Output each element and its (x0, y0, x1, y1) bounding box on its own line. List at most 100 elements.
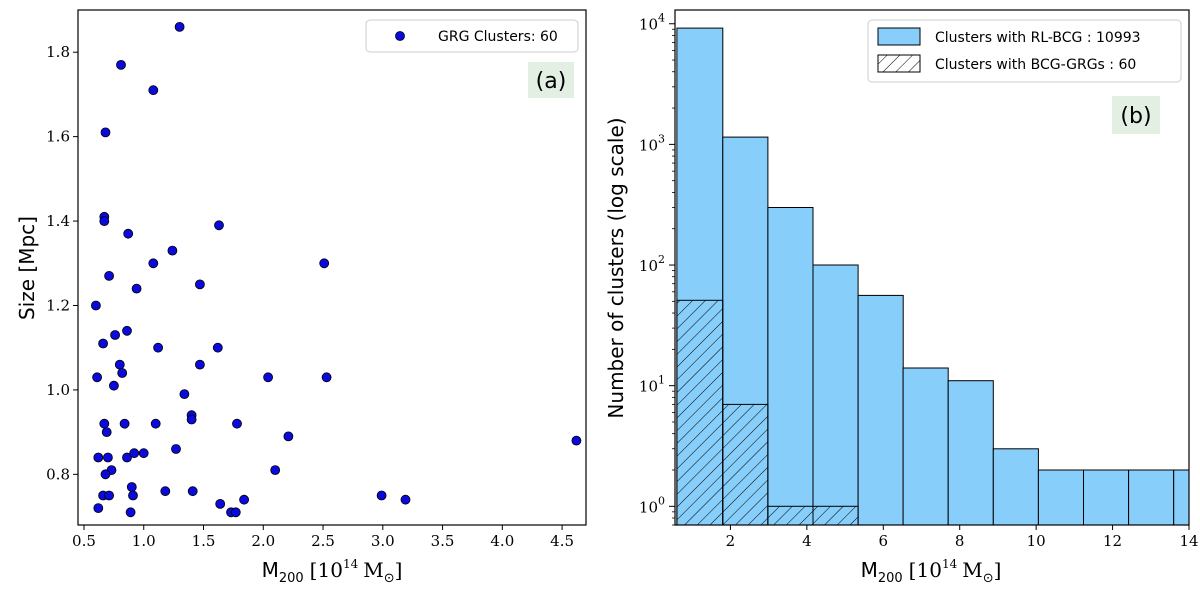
x-tick-label: 14 (1179, 532, 1198, 550)
x-tick-label: 0.5 (72, 532, 96, 550)
scatter-point (283, 431, 294, 442)
panel-a-y-ticks: 0.8 1.0 1.2 1.4 1.6 1.8 (46, 43, 78, 483)
y-tick-label: 104 (639, 12, 665, 34)
scatter-point (186, 414, 197, 425)
scatter-point (104, 270, 114, 281)
histogram-bar-rl-bcg (1037, 469, 1085, 526)
scatter-point (214, 220, 224, 231)
scatter-point (98, 338, 108, 349)
scatter-point (153, 342, 164, 353)
scatter-point (239, 494, 250, 505)
y-tick-label: 1.2 (46, 296, 70, 314)
x-tick-label: 2 (726, 532, 736, 550)
panel-b-legend-swatch-bcg-grg (877, 54, 921, 73)
scatter-point (117, 368, 128, 378)
panel-b-y-ticks: 100 101 102 103 104 (639, 12, 675, 526)
panel-b-tag-label: (b) (1120, 104, 1151, 129)
histogram-bar-rl-bcg (812, 264, 859, 526)
scatter-point (150, 418, 161, 429)
panel-a-x-ticks: 0.5 1.0 1.5 2.0 2.5 3.0 3.5 4.0 4.5 (72, 525, 574, 550)
x-tick-label: 6 (879, 532, 889, 550)
histogram-bar-rl-bcg (1083, 469, 1130, 526)
panel-a-legend-marker (395, 31, 405, 41)
scatter-point (194, 279, 205, 290)
scatter-point (99, 418, 110, 429)
scatter-point (171, 444, 181, 454)
y-tick-label: 1.4 (46, 212, 70, 230)
scatter-point (114, 359, 125, 370)
panel-b-legend-label-rl-bcg: Clusters with RL-BCG : 10993 (935, 30, 1141, 46)
scatter-point (129, 448, 140, 459)
scatter-point (174, 21, 185, 32)
scatter-point (93, 503, 104, 514)
panel-b-x-ticks: 2 4 6 8 10 12 14 (726, 525, 1199, 550)
panel-a-y-axis-label: Size [Mpc] (15, 216, 39, 320)
histogram-bar-rl-bcg (767, 207, 814, 526)
x-label-sub: 200 (878, 571, 903, 586)
panel-b-legend: Clusters with RL-BCG : 10993 Clusters wi… (867, 19, 1182, 83)
x-tick-label: 2.0 (251, 532, 275, 550)
scatter-point (128, 490, 138, 501)
scatter-point (116, 60, 126, 70)
panel-b-axes-frame (674, 9, 1190, 526)
panel-a-tag-label: (a) (536, 69, 567, 94)
scatter-point (148, 258, 159, 269)
histogram-bar-bcg-grg (767, 505, 814, 526)
histogram-bar-rl-bcg (992, 448, 1039, 526)
histogram-bar-rl-bcg (1173, 469, 1190, 526)
scatter-point (123, 228, 134, 239)
y-tick-label: 1.6 (46, 128, 70, 146)
scatter-point (122, 325, 132, 336)
scatter-point (126, 482, 137, 492)
scatter-point (376, 490, 387, 501)
scatter-point (270, 465, 281, 476)
x-label-unit: [10 (310, 558, 343, 582)
panel-b-histogram: 2 4 6 8 10 12 14 100 101 102 103 104 Clusters with… (604, 9, 1199, 586)
x-tick-label: 12 (1103, 532, 1122, 550)
scatter-point (100, 469, 111, 480)
scatter-point (103, 452, 113, 463)
scatter-point (321, 372, 332, 383)
x-tick-label: 10 (1027, 532, 1046, 550)
x-label-unit: [10 (909, 558, 942, 582)
panel-a-legend-box (365, 19, 579, 53)
panel-a-legend: GRG Clusters: 60 (365, 19, 579, 53)
x-label-sun: ⊙ (983, 571, 994, 586)
panel-a-tag-box (528, 62, 574, 98)
x-tick-label: 2.5 (311, 532, 335, 550)
y-tick-label: 0.8 (46, 465, 70, 483)
y-tick-label: 1.8 (46, 43, 70, 61)
histogram-bar-rl-bcg (902, 367, 949, 526)
panel-b-bcg-grg-bars (676, 299, 859, 526)
scatter-point (212, 342, 223, 353)
scatter-point (160, 486, 171, 497)
histogram-bar-bcg-grg (812, 505, 859, 526)
y-tick-label: 103 (639, 132, 665, 154)
scatter-point (194, 359, 205, 370)
scatter-point (99, 216, 110, 227)
histogram-bar-rl-bcg (857, 294, 904, 526)
x-tick-label: 8 (955, 532, 965, 550)
scatter-point (100, 127, 111, 138)
x-label-sub: 200 (279, 571, 304, 586)
panel-b-tag-box (1112, 96, 1160, 134)
histogram-bar-bcg-grg (722, 403, 769, 526)
x-label-close: ] (395, 558, 403, 582)
scatter-point (104, 490, 114, 501)
x-tick-label: 1.0 (132, 532, 156, 550)
x-label-exp: 14 (942, 557, 958, 571)
scatter-point (138, 448, 149, 459)
scatter-point (232, 418, 242, 429)
scatter-point (215, 498, 226, 509)
panel-a-x-axis-label: M200 [1014 M⊙] (262, 557, 403, 586)
scatter-point (167, 245, 178, 256)
x-label-m: M (262, 558, 279, 582)
scatter-point (125, 507, 136, 518)
histogram-bar-bcg-grg (676, 299, 724, 526)
x-label-msun: M (962, 558, 982, 582)
x-tick-label: 4 (802, 532, 812, 550)
x-label-exp: 14 (343, 557, 359, 571)
panel-a-scatter-plot: 0.5 1.0 1.5 2.0 2.5 3.0 3.5 4.0 4.5 0.8 1.0 1.2 1.4… (15, 9, 587, 586)
panel-a-axes-frame (77, 9, 587, 526)
